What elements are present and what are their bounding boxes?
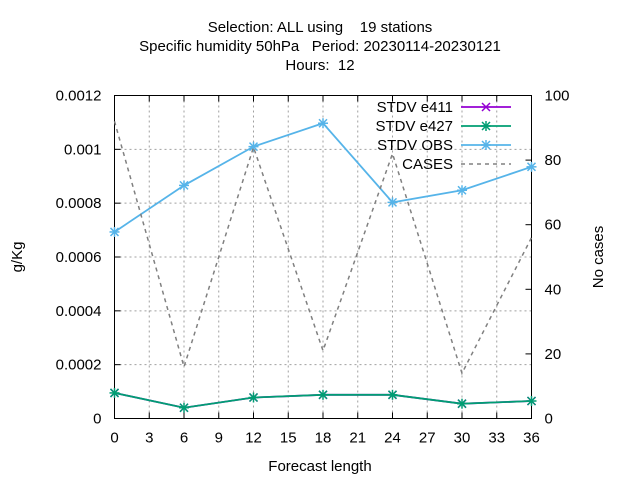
title-line: Specific humidity 50hPa Period: 20230114… [139, 38, 501, 55]
y2-axis-label: No cases [590, 226, 607, 289]
series-stdv-e427 [109, 387, 537, 413]
x-tick-label: 3 [145, 430, 153, 447]
data-point [387, 389, 398, 400]
y2-tick-label: 0 [545, 411, 553, 428]
chart-title: Selection: ALL using 19 stations Specific… [139, 19, 501, 74]
legend-label: CASES [402, 156, 453, 173]
series-cases [113, 121, 533, 376]
legend-marker [481, 102, 491, 112]
y2-tick-label: 60 [545, 217, 562, 234]
series [109, 118, 537, 413]
legend-label: STDV OBS [377, 137, 453, 154]
y-axis-label: g/Kg [9, 242, 26, 273]
data-point [318, 118, 328, 129]
y-tick-label: 0.0002 [56, 357, 102, 374]
x-tick-label: 27 [419, 430, 436, 447]
legend-label: STDV e411 [377, 99, 453, 116]
y-tick-label: 0 [93, 411, 101, 428]
data-point [179, 180, 189, 191]
x-tick-label: 36 [523, 430, 540, 447]
data-point [318, 389, 328, 400]
data-point [457, 398, 467, 409]
y-tick-label: 0.001 [64, 141, 102, 158]
legend-marker [481, 140, 491, 150]
x-axis-label: Forecast length [268, 458, 371, 475]
data-point [526, 161, 537, 172]
title-line: Selection: ALL using 19 stations [208, 19, 433, 36]
data-point [387, 197, 398, 208]
y-axis-ticks: 0 0.0002 0.0004 0.0006 0.0008 0.001 0.0012 [56, 88, 121, 428]
x-tick-label: 33 [488, 430, 505, 447]
y2-tick-label: 20 [545, 346, 562, 363]
legend: STDV e411 STDV e427 STDV OBS CASES [375, 99, 511, 173]
data-point [109, 387, 120, 398]
x-axis-ticks: 0 3 6 9 12 15 18 21 24 27 30 33 36 [110, 95, 540, 447]
legend-label: STDV e427 [375, 118, 453, 135]
x-tick-label: 6 [180, 430, 188, 447]
y2-tick-label: 100 [545, 88, 570, 105]
data-point [109, 226, 120, 237]
y-tick-label: 0.0004 [56, 303, 102, 320]
y2-tick-label: 80 [545, 152, 562, 169]
x-tick-label: 30 [454, 430, 471, 447]
data-point [248, 392, 259, 403]
legend-marker [481, 121, 491, 131]
data-point [179, 402, 189, 413]
data-point [526, 396, 537, 407]
y-tick-label: 0.0006 [56, 249, 102, 266]
x-tick-label: 18 [315, 430, 332, 447]
x-tick-label: 12 [245, 430, 262, 447]
x-tick-label: 24 [384, 430, 401, 447]
x-tick-label: 21 [349, 430, 366, 447]
data-point [457, 185, 467, 196]
y2-tick-label: 40 [545, 281, 562, 298]
series-line [113, 121, 533, 376]
x-tick-label: 15 [280, 430, 297, 447]
data-point [248, 141, 259, 152]
grid [114, 95, 532, 419]
title-line: Hours: 12 [285, 57, 354, 74]
x-tick-label: 9 [215, 430, 223, 447]
y-tick-label: 0.0012 [56, 88, 102, 105]
y2-axis-ticks: 0 20 40 60 80 100 [525, 88, 570, 428]
y-tick-label: 0.0008 [56, 195, 102, 212]
x-tick-label: 0 [110, 430, 118, 447]
series-stdv-obs [109, 118, 537, 237]
